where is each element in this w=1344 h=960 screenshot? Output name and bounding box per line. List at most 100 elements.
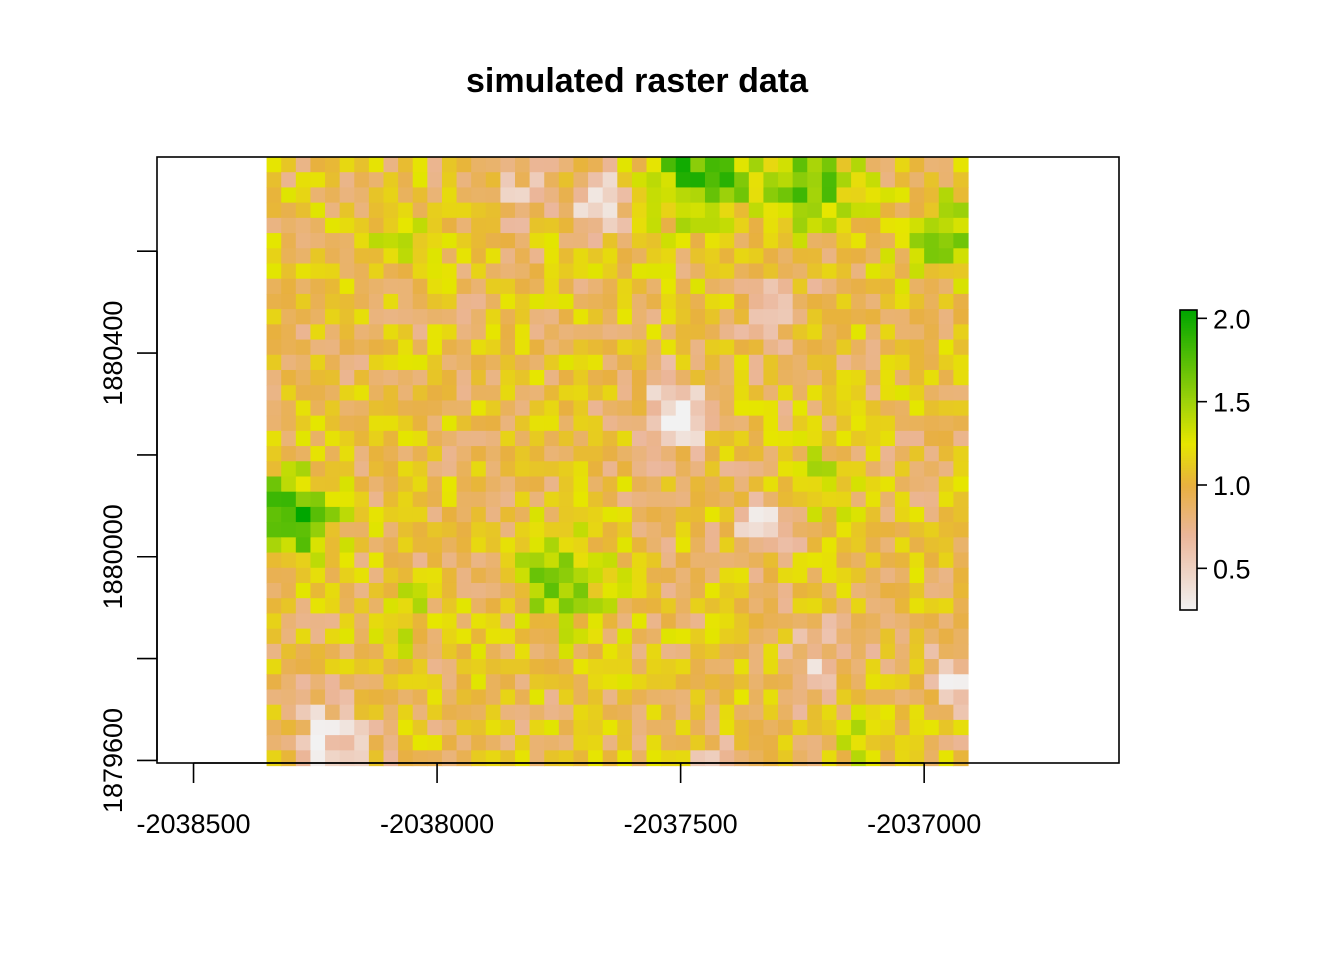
raster-cell (544, 522, 560, 538)
raster-cell (778, 506, 794, 523)
raster-cell (500, 324, 516, 341)
raster-cell (690, 309, 706, 325)
raster-cell (778, 263, 794, 280)
raster-cell (281, 354, 297, 371)
legend-swatch (1180, 532, 1197, 536)
raster-cell (675, 324, 691, 341)
raster-cell (894, 659, 911, 675)
raster-cell (441, 339, 458, 356)
raster-cell (661, 293, 677, 310)
raster-cell (778, 217, 794, 234)
raster-cell (485, 157, 501, 173)
legend-swatch (1180, 477, 1197, 481)
raster-cell (368, 582, 385, 599)
raster-cell (515, 522, 531, 538)
raster-cell (558, 248, 575, 265)
raster-cell (398, 248, 414, 265)
raster-cell (427, 704, 443, 721)
raster-cell (515, 674, 531, 691)
raster-cell (646, 506, 662, 523)
raster-cell (734, 567, 750, 584)
raster-cell (339, 324, 355, 341)
raster-cell (909, 369, 925, 386)
raster-cell (339, 339, 355, 356)
legend-swatch (1180, 575, 1197, 579)
raster-cell (909, 157, 925, 173)
raster-cell (778, 172, 794, 189)
raster-cell (588, 643, 604, 660)
raster-cell (383, 354, 399, 371)
raster-cell (807, 689, 823, 706)
raster-cell (734, 248, 750, 265)
raster-cell (544, 704, 560, 721)
raster-cell (836, 628, 852, 645)
raster-cell (325, 704, 341, 721)
raster-cell (807, 522, 823, 538)
raster-cell (412, 202, 428, 219)
raster-cell (675, 385, 691, 402)
raster-cell (909, 415, 925, 432)
raster-cell (441, 309, 458, 325)
raster-cell (266, 187, 282, 204)
raster-cell (588, 506, 604, 523)
raster-cell (398, 400, 414, 417)
raster-cell (792, 628, 808, 645)
raster-cell (748, 339, 765, 356)
raster-cell (441, 202, 458, 219)
raster-cell (398, 704, 414, 721)
raster-cell (617, 430, 633, 447)
raster-cell (631, 233, 648, 249)
raster-cell (807, 674, 823, 691)
raster-cell (588, 613, 604, 630)
raster-cell (398, 202, 414, 219)
raster-cell (456, 567, 472, 584)
raster-cell (763, 537, 779, 554)
raster-cell (924, 293, 940, 310)
raster-cell (325, 735, 341, 751)
legend-swatch (1180, 545, 1197, 549)
raster-cell (412, 461, 428, 478)
raster-cell (748, 750, 765, 767)
raster-cell (602, 293, 618, 310)
raster-cell (515, 582, 531, 599)
raster-cell (792, 735, 808, 751)
raster-cell (646, 293, 662, 310)
raster-cell (266, 628, 282, 645)
raster-cell (675, 369, 691, 386)
raster-cell (821, 293, 838, 310)
raster-cell (441, 187, 458, 204)
raster-cell (719, 354, 735, 371)
raster-cell (851, 293, 867, 310)
legend-swatch (1180, 442, 1197, 446)
raster-cell (515, 567, 531, 584)
raster-cell (544, 719, 560, 736)
raster-cell (631, 278, 648, 295)
raster-cell (704, 278, 721, 295)
raster-cell (485, 202, 501, 219)
raster-cell (734, 735, 750, 751)
raster-cell (485, 172, 501, 189)
raster-cell (310, 613, 326, 630)
raster-cell (631, 674, 648, 691)
raster-cell (880, 643, 896, 660)
raster-cell (281, 476, 297, 493)
raster-cell (281, 415, 297, 432)
raster-cell (734, 476, 750, 493)
raster-cell (880, 293, 896, 310)
raster-cell (865, 172, 881, 189)
raster-cell (704, 339, 721, 356)
raster-cell (573, 385, 589, 402)
raster-cell (588, 598, 604, 615)
raster-cell (368, 643, 385, 660)
raster-cell (851, 750, 867, 767)
raster-cell (485, 598, 501, 615)
raster-cell (690, 233, 706, 249)
raster-cell (617, 476, 633, 493)
raster-cell (865, 719, 881, 736)
raster-cell (924, 476, 940, 493)
legend-swatch (1180, 500, 1197, 504)
raster-cell (602, 324, 618, 341)
raster-cell (573, 400, 589, 417)
raster-cell (295, 446, 312, 462)
raster-cell (953, 552, 969, 569)
